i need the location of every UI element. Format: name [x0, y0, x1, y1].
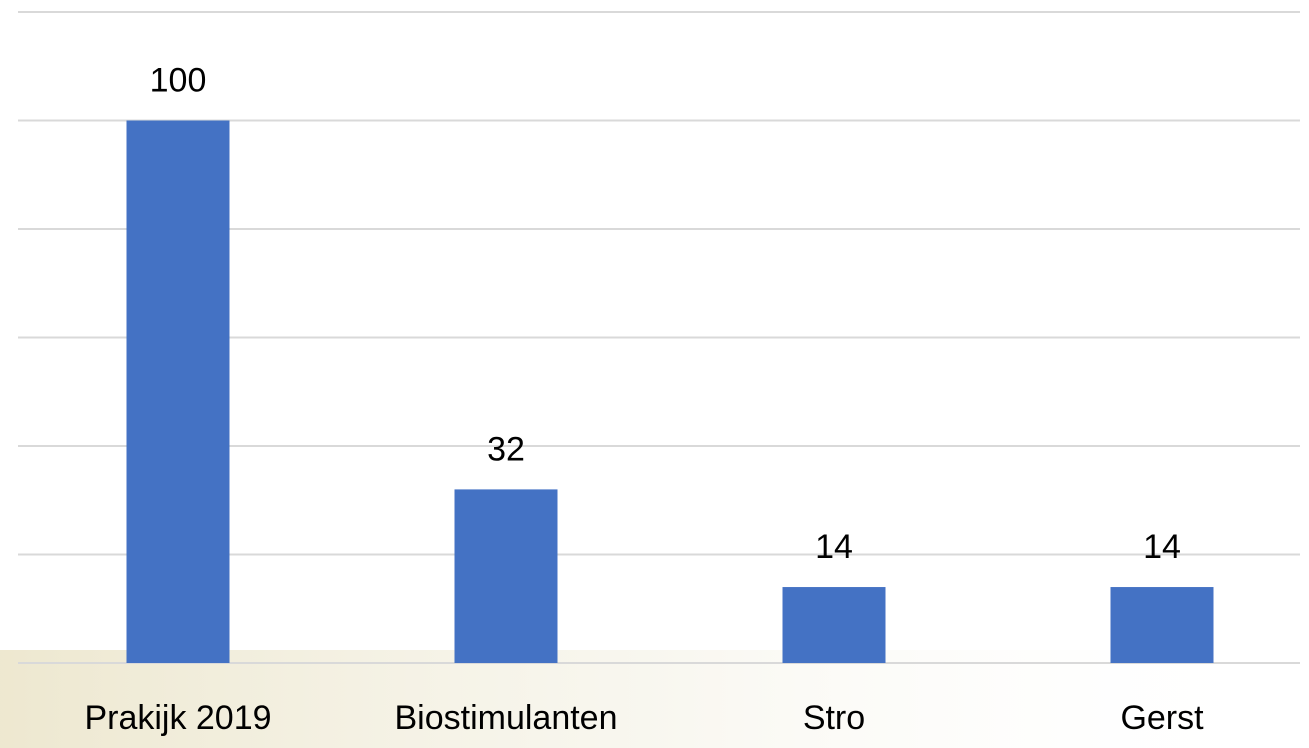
bar: [127, 121, 230, 664]
x-tick-label: Stro: [803, 699, 865, 737]
chart: Prakijk 2019 100 Biostimulanten 32 Stro 14 Ger…: [0, 0, 1309, 748]
value-label: 32: [487, 430, 525, 468]
x-tick-label: Prakijk 2019: [84, 699, 271, 737]
x-tick-label: Biostimulanten: [394, 699, 617, 737]
value-label: 100: [150, 61, 207, 99]
bar: [455, 489, 558, 663]
bar: [783, 587, 886, 663]
value-label: 14: [1143, 528, 1181, 566]
bar: [1111, 587, 1214, 663]
x-tick-label: Gerst: [1120, 699, 1204, 737]
value-label: 14: [815, 528, 853, 566]
